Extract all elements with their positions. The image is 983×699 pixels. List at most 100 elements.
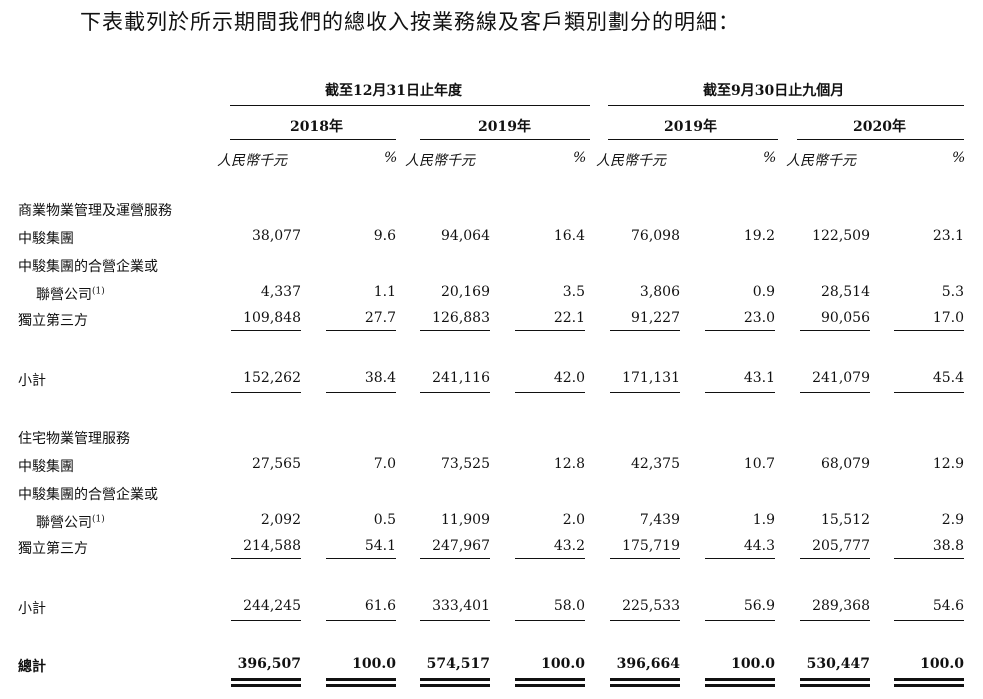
amount-cell: 175,719 <box>622 538 680 554</box>
percent-cell: 23.0 <box>743 310 775 326</box>
amount-cell: 7,439 <box>639 512 680 528</box>
column-rule <box>420 620 490 621</box>
amount-cell: 4,337 <box>260 284 301 300</box>
amount-cell: 396,664 <box>616 656 680 672</box>
row-label: 中駿集團的合營企業或 <box>18 256 158 276</box>
subtotal-label: 小計 <box>18 373 46 389</box>
total-double-rule <box>705 678 775 684</box>
year-header-2019-annual: 2019年 <box>478 119 531 135</box>
unit-label: 人民幣千元 <box>596 153 666 169</box>
percent-cell: 7.0 <box>373 456 396 472</box>
amount-cell: 214,588 <box>243 538 301 554</box>
total-double-rule <box>610 684 680 690</box>
amount-cell: 225,533 <box>622 598 680 614</box>
row-label: 中駿集團 <box>18 228 74 248</box>
amount-cell: 76,098 <box>631 228 680 244</box>
unit-label: 人民幣千元 <box>217 153 287 169</box>
row-label-text: 中駿集團 <box>18 459 74 475</box>
total-double-rule <box>894 684 964 690</box>
amount-cell: 126,883 <box>432 310 490 326</box>
percent-cell: 1.9 <box>752 512 775 528</box>
amount-cell: 247,967 <box>432 538 490 554</box>
year-underline-2019a <box>420 139 590 140</box>
amount-cell: 28,514 <box>821 284 870 300</box>
amount-cell: 73,525 <box>441 456 490 472</box>
percent-cell: 44.3 <box>743 538 775 554</box>
amount-cell: 122,509 <box>812 228 870 244</box>
total-label: 總計 <box>18 659 46 675</box>
period-underline-nine-months <box>608 105 964 106</box>
amount-cell: 91,227 <box>631 310 680 326</box>
percent-cell: 5.3 <box>941 284 964 300</box>
row-label: 獨立第三方 <box>18 310 88 330</box>
total-double-rule <box>231 678 301 684</box>
amount-cell: 530,447 <box>806 656 870 672</box>
percent-cell: 61.6 <box>364 598 396 614</box>
footnote-marker: (1) <box>92 286 105 297</box>
amount-cell: 152,262 <box>243 370 301 386</box>
percent-cell: 1.1 <box>373 284 396 300</box>
year-underline-2020 <box>797 139 964 140</box>
column-rule <box>610 392 680 393</box>
period-underline-annual <box>230 105 590 106</box>
percent-cell: 43.2 <box>553 538 585 554</box>
column-rule <box>705 392 775 393</box>
amount-cell: 20,169 <box>441 284 490 300</box>
percent-cell: 56.9 <box>743 598 775 614</box>
percent-cell: 0.5 <box>373 512 396 528</box>
percent-cell: 2.0 <box>562 512 585 528</box>
column-rule <box>894 558 964 559</box>
total-double-rule <box>231 684 301 690</box>
row-label-text: 中駿集團的合營企業或 <box>18 259 158 275</box>
percent-cell: 100.0 <box>352 656 396 672</box>
amount-cell: 333,401 <box>432 598 490 614</box>
percent-cell: 54.6 <box>932 598 964 614</box>
column-rule <box>515 330 585 331</box>
percent-cell: 58.0 <box>553 598 585 614</box>
section-title: 住宅物業管理服務 <box>18 431 130 447</box>
total-double-rule <box>705 684 775 690</box>
percent-cell: 45.4 <box>932 370 964 386</box>
column-rule <box>894 620 964 621</box>
amount-cell: 3,806 <box>639 284 680 300</box>
column-rule <box>800 330 870 331</box>
column-rule <box>231 392 301 393</box>
column-rule <box>705 330 775 331</box>
column-rule <box>515 558 585 559</box>
column-rule <box>326 620 396 621</box>
period-header-annual: 截至12月31日止年度 <box>325 83 462 99</box>
amount-cell: 241,116 <box>432 370 490 386</box>
amount-cell: 241,079 <box>812 370 870 386</box>
amount-cell: 205,777 <box>812 538 870 554</box>
total-double-rule <box>800 684 870 690</box>
period-header-nine-months: 截至9月30日止九個月 <box>703 83 845 99</box>
total-double-rule <box>326 678 396 684</box>
row-label-text: 聯營公司 <box>36 287 92 303</box>
column-rule <box>420 558 490 559</box>
percent-cell: 100.0 <box>731 656 775 672</box>
percent-cell: 12.8 <box>553 456 585 472</box>
column-rule <box>515 620 585 621</box>
column-rule <box>610 620 680 621</box>
total-double-rule <box>420 678 490 684</box>
percent-cell: 19.2 <box>743 228 775 244</box>
year-underline-2019b <box>608 139 778 140</box>
percent-cell: 16.4 <box>553 228 585 244</box>
total-double-rule <box>800 678 870 684</box>
pct-label: % <box>952 150 966 166</box>
column-rule <box>515 392 585 393</box>
column-rule <box>326 330 396 331</box>
row-label: 聯營公司(1) <box>36 512 105 532</box>
amount-cell: 171,131 <box>622 370 680 386</box>
percent-cell: 38.8 <box>932 538 964 554</box>
percent-cell: 27.7 <box>364 310 396 326</box>
percent-cell: 100.0 <box>920 656 964 672</box>
row-label-text: 中駿集團 <box>18 231 74 247</box>
column-rule <box>800 620 870 621</box>
percent-cell: 0.9 <box>752 284 775 300</box>
row-label: 中駿集團 <box>18 456 74 476</box>
column-rule <box>326 392 396 393</box>
percent-cell: 43.1 <box>743 370 775 386</box>
total-double-rule <box>515 684 585 690</box>
intro-text: 下表載列於所示期間我們的總收入按業務線及客戶類別劃分的明細： <box>80 10 740 34</box>
